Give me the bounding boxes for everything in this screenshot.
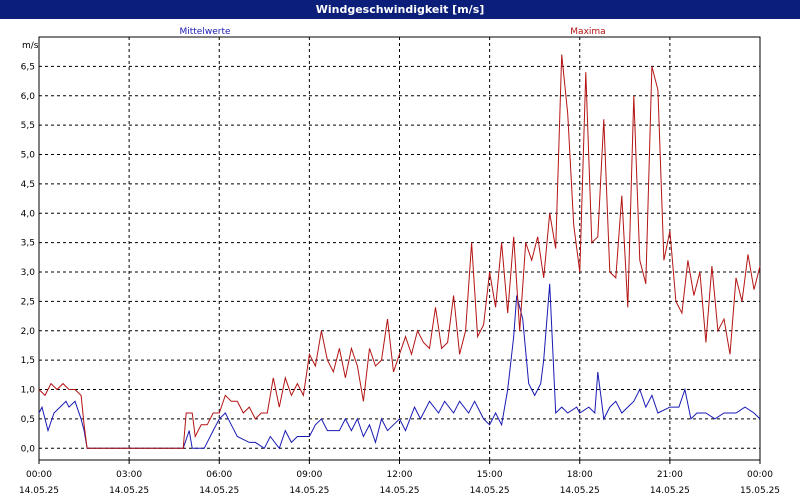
y-tick-label: 3,0 — [21, 268, 36, 278]
y-tick-label: 4,5 — [21, 180, 35, 190]
y-tick-label: 2,0 — [21, 327, 36, 337]
x-tick-date: 14.05.25 — [199, 486, 239, 496]
x-tick-date: 14.05.25 — [379, 486, 419, 496]
y-tick-label: 2,5 — [21, 297, 35, 307]
y-tick-label: 0,0 — [21, 444, 36, 454]
x-tick-time: 21:00 — [657, 470, 683, 480]
x-tick-time: 00:00 — [26, 470, 52, 480]
y-tick-label: 1,5 — [21, 356, 35, 366]
x-tick-time: 15:00 — [477, 470, 503, 480]
series-line-maxima — [38, 54, 761, 449]
x-tick-date: 14.05.25 — [289, 486, 329, 496]
y-axis: 0,0 0,5 1,0 1,5 2,0 2,5 3,0 3,5 4,0 4,5 5,0 5,5 6,0 6… — [21, 62, 36, 454]
x-tick-time: 09:00 — [296, 470, 322, 480]
y-tick-label: 6,0 — [21, 92, 36, 102]
y-tick-label: 3,5 — [21, 239, 35, 249]
x-tick-time: 18:00 — [567, 470, 593, 480]
y-tick-label: 1,0 — [21, 386, 36, 396]
x-tick-time: 03:00 — [116, 470, 142, 480]
x-tick-date: 15.05.25 — [740, 486, 780, 496]
x-tick-date: 14.05.25 — [19, 486, 59, 496]
grid — [39, 37, 760, 460]
y-tick-label: 5,0 — [21, 151, 36, 161]
x-tick-date: 14.05.25 — [470, 486, 510, 496]
y-tick-label: 4,0 — [21, 209, 36, 219]
y-tick-label: 0,5 — [21, 415, 35, 425]
y-tick-label: 6,5 — [21, 62, 35, 72]
x-tick-time: 00:00 — [747, 470, 773, 480]
y-axis-label: m/s — [22, 41, 39, 51]
chart-title: Windgeschwindigkeit [m/s] — [0, 0, 800, 19]
x-axis: 00:00 14.05.25 03:00 14.05.25 06:00 14.05.25 0… — [19, 460, 780, 496]
x-tick-date: 14.05.25 — [560, 486, 600, 496]
x-tick-time: 12:00 — [387, 470, 413, 480]
series-lines — [38, 54, 761, 450]
x-tick-date: 14.05.25 — [650, 486, 690, 496]
series-line-mittelwerte — [38, 283, 761, 450]
y-tick-label: 5,5 — [21, 121, 35, 131]
x-tick-date: 14.05.25 — [109, 486, 149, 496]
x-tick-time: 06:00 — [206, 470, 232, 480]
legend: Mittelwerte Maxima — [179, 27, 605, 37]
legend-mittelwerte: Mittelwerte — [179, 27, 230, 37]
legend-maxima: Maxima — [570, 27, 605, 37]
